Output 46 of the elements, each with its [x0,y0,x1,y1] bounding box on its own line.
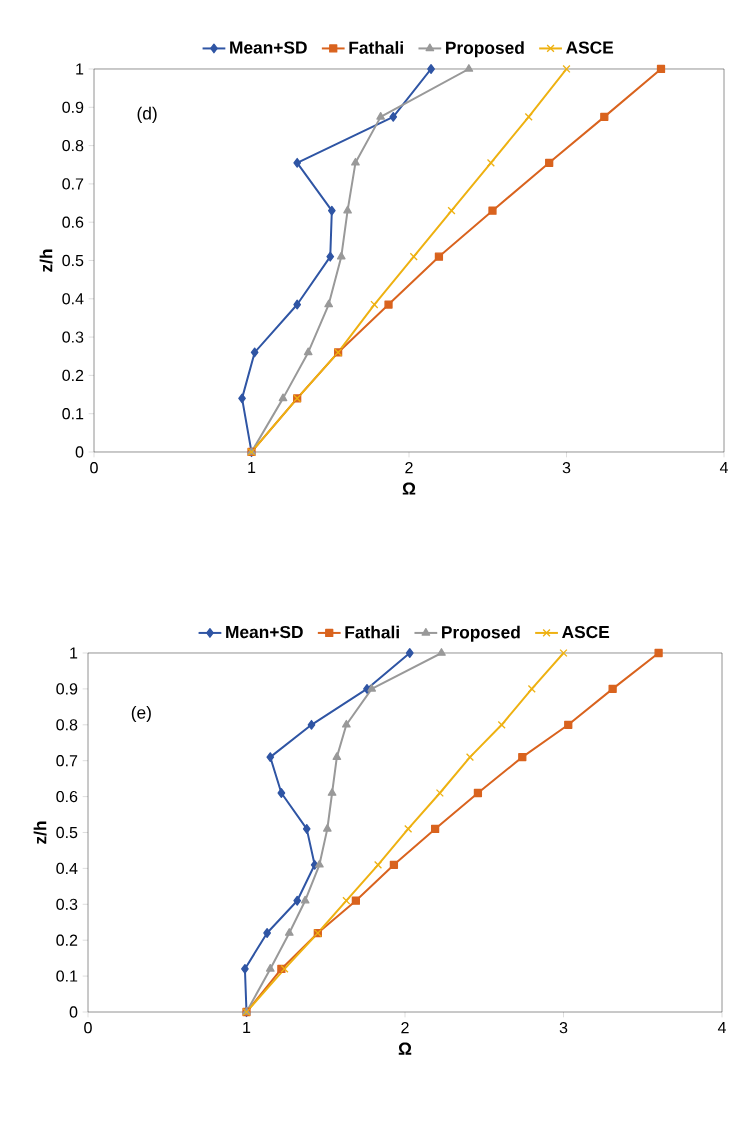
x-tick-label: 4 [719,462,728,474]
x-tick-label: 0 [84,1022,92,1034]
y-tick-label: 0.6 [62,216,84,228]
x-axis-title: Ω [402,482,416,495]
y-tick-label: 0.1 [56,970,78,982]
legend-label: Mean+SD [226,625,303,639]
x-tick-label: 0 [90,462,98,474]
x-tick-label: 4 [717,1022,726,1034]
y-tick-label: 0.3 [56,898,78,910]
y-tick-label: 0.4 [56,862,78,875]
y-axis-title: z/h [33,821,47,844]
legend-label: Fathali [345,625,399,639]
y-tick-label: 0.8 [56,719,78,731]
x-tick-label: 2 [401,1022,409,1034]
y-tick-label: 0 [75,446,84,458]
legend-label: Fathali [349,41,403,54]
legend-label: Proposed [446,41,524,58]
x-tick-label: 3 [559,1022,568,1034]
x-tick-label: 3 [562,462,571,474]
y-tick-label: 0.1 [62,408,84,420]
annotation: (e) [131,705,151,723]
y-tick-label: 0.8 [62,139,84,152]
y-tick-label: 1 [70,647,78,659]
legend-label: ASCE [562,625,610,639]
x-axis-title: Ω [398,1042,412,1055]
legend-label: Mean+SD [230,41,307,54]
annotation: (d) [137,106,157,124]
y-tick-label: 0.7 [62,178,84,190]
x-tick-label: 1 [248,462,256,474]
y-tick-label: 0.5 [62,254,84,267]
y-tick-label: 0.9 [56,683,78,695]
legend-label: Proposed [442,625,520,642]
y-tick-label: 0.7 [56,755,78,767]
y-axis-title: z/h [39,249,53,272]
y-tick-label: 0.6 [56,790,78,803]
y-tick-label: 0.4 [62,293,84,305]
y-tick-label: 0.2 [56,934,78,946]
legend-label: ASCE [566,41,614,54]
y-tick-label: 0.5 [56,826,78,839]
y-tick-label: 1 [76,63,84,75]
x-tick-label: 1 [243,1022,251,1034]
y-tick-label: 0.3 [62,331,84,343]
y-tick-label: 0.9 [62,101,84,113]
y-tick-label: 0.2 [62,369,84,382]
y-tick-label: 0 [69,1006,78,1018]
x-tick-label: 2 [405,462,413,474]
